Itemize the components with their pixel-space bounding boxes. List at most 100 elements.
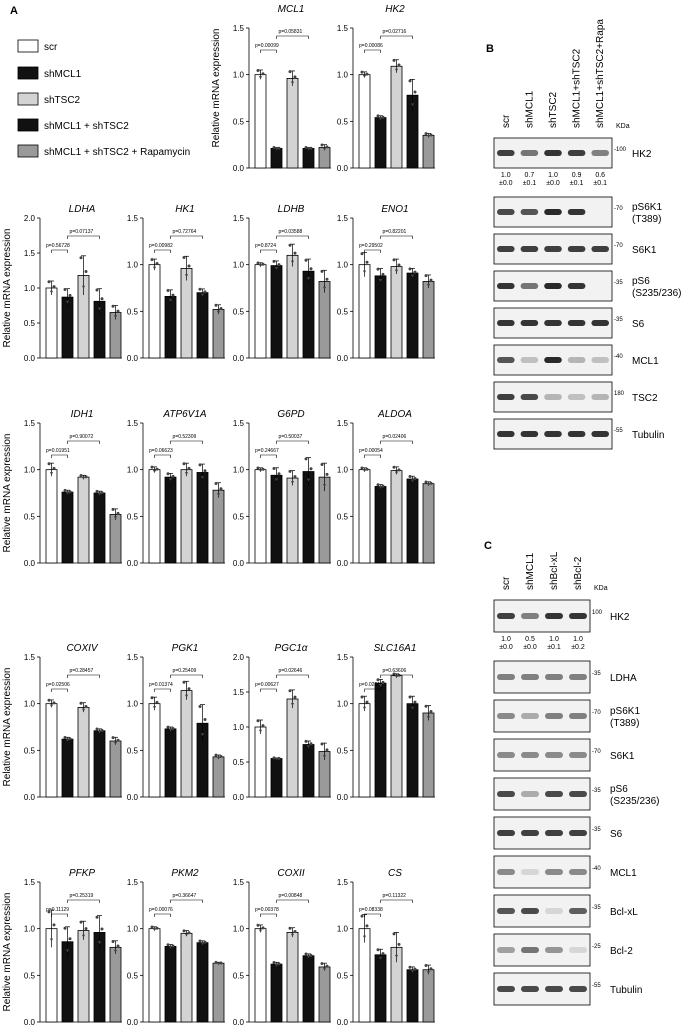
bar [302,744,315,798]
bar-chart-IDH1: 0.0 0.5 1.0 1.5 IDH1 p=0.01951 p=0.90072 [24,409,122,568]
legend-label: scr [44,42,58,53]
y-tick-label: 1.5 [233,878,245,887]
replicate-point [306,478,311,482]
replicate-point [304,258,308,262]
replicate-point [365,924,369,928]
protein-band [569,674,587,680]
quant-value: 1.0 [501,172,511,179]
bar [390,675,403,798]
protein-band [545,869,563,875]
bar [318,966,331,1023]
p-value-label: p=0.24667 [255,448,279,454]
chart-title: PFKP [69,868,95,879]
protein-band [591,431,609,437]
replicate-point [309,267,313,271]
protein-band [521,752,539,758]
significance-bracket [380,35,413,39]
protein-band [521,613,539,619]
protein-band [521,869,539,875]
p-value-label: p=0.03588 [279,229,303,235]
replicate-point [360,252,364,256]
protein-band [569,713,587,719]
y-tick-label: 0.0 [127,793,139,802]
protein-band [497,283,515,289]
significance-bracket [51,688,68,692]
bar [286,698,299,798]
protein-band [567,209,586,215]
significance-bracket [380,674,413,678]
legend-swatch [17,118,39,132]
y-tick-label: 1.0 [233,925,245,934]
protein-label: HK2 [632,149,652,160]
replicate-point [84,927,88,931]
protein-band [544,357,562,363]
replicate-point [397,468,401,472]
replicate-point [408,79,412,83]
protein-band [520,150,539,156]
y-tick-label: 0.5 [24,512,36,521]
replicate-point [203,940,207,944]
replicate-point [392,932,396,936]
p-value-label: p=0.05831 [279,29,303,35]
mw-marker: -35 [592,905,601,911]
replicate-point [97,941,102,945]
significance-bracket [276,674,309,678]
quant-value: ±0.0 [546,180,560,187]
mw-marker: -55 [592,983,601,989]
y-tick-label: 0.0 [233,793,245,802]
replicate-point [413,270,417,274]
y-tick-label: 0.5 [337,307,349,316]
replicate-point [47,698,51,702]
p-value-label: p=0.02406 [383,434,407,440]
bar-chart-G6PD: 0.0 0.5 1.0 1.5 G6PD p=0.24667 p=0.50037 [233,409,331,568]
replicate-point [171,293,175,297]
mw-marker: -40 [592,866,601,872]
bar [212,309,225,359]
replicate-point [113,741,118,745]
protein-band [521,791,539,797]
bar [45,703,58,798]
replicate-point [322,286,327,290]
y-tick-label: 0.5 [337,971,349,980]
bar [374,117,387,169]
replicate-point [150,465,154,469]
replicate-point [203,718,207,722]
protein-band [544,283,562,289]
replicate-point [97,730,102,734]
y-axis-label: Relative mRNA expression [2,434,13,553]
replicate-point [424,480,428,484]
replicate-point [150,925,154,929]
bar [390,470,403,564]
replicate-point [214,303,218,307]
replicate-point [320,143,324,147]
lane-label: shMCL1 [525,552,536,590]
bar [164,476,177,564]
protein-band [545,613,563,619]
chart-title: PGK1 [172,643,199,654]
bar [148,928,161,1023]
p-value-label: p=0.02646 [279,668,303,674]
replicate-point [116,944,120,948]
replicate-point [47,910,51,914]
mw-marker: -70 [614,243,623,249]
y-tick-label: 1.0 [337,71,349,80]
replicate-point [219,307,223,311]
replicate-point [216,310,221,314]
y-tick-label: 0.0 [233,354,245,363]
replicate-point [274,478,279,482]
bar-chart-PFKP: 0.0 0.5 1.0 1.5 PFKP p=0.11129 p=0.25319 [24,868,122,1027]
chart-title: PGC1α [275,643,308,654]
legend: scr shMCL1 shTSC2 shMCL1 + shTSC2 shMCL1 + s… [17,39,190,158]
mw-marker: -35 [614,280,623,286]
protein-label: Bcl-2 [610,946,633,957]
replicate-point [274,267,279,270]
replicate-point [376,948,380,952]
replicate-point [288,70,292,74]
significance-bracket [260,688,277,692]
bar [109,946,122,1023]
replicate-point [408,267,412,271]
replicate-point [325,277,329,281]
replicate-point [426,483,431,487]
y-tick-label: 1.5 [24,419,36,428]
replicate-point [362,270,367,274]
